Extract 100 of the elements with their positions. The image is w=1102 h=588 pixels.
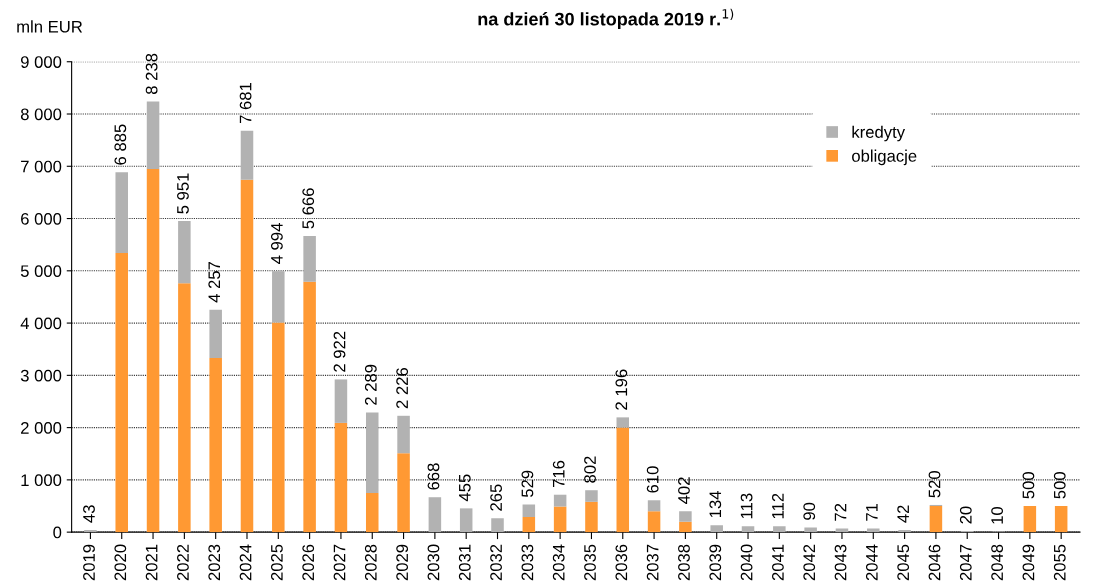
x-tick-label: 2031 [458, 544, 471, 581]
bar [616, 427, 630, 533]
bar [178, 221, 191, 284]
x-tick-label: 2036 [615, 544, 628, 581]
total-label: 716 [552, 460, 565, 488]
total-label: 43 [83, 505, 95, 523]
y-tick-label: 0 [53, 526, 62, 539]
total-label: 2 289 [364, 364, 377, 405]
y-tick-label: 1 000 [21, 474, 62, 487]
x-tick-label: 2024 [239, 544, 252, 581]
x-tick-label: 2047 [959, 544, 972, 581]
bar [867, 528, 880, 533]
x-tick-label: 2042 [803, 544, 816, 581]
x-tick-label: 2033 [521, 544, 534, 581]
x-tick-label: 2034 [552, 544, 565, 581]
y-tick-label: 7 000 [21, 160, 62, 173]
bar [585, 501, 598, 533]
bar [491, 518, 504, 533]
x-tick-label: 2039 [709, 544, 722, 581]
x-tick-label: 2043 [834, 544, 847, 581]
x-tick-label: 2045 [897, 544, 910, 581]
bar [84, 529, 97, 533]
x-tick-label: 2044 [865, 544, 878, 581]
y-tick-label: 4 000 [20, 317, 62, 330]
x-tick-label: 2021 [145, 544, 158, 581]
bar [898, 529, 911, 533]
x-tick-label: 2038 [678, 544, 690, 581]
bar [240, 130, 254, 180]
total-label: 668 [427, 463, 440, 490]
y-tick-label: 2 000 [21, 422, 62, 434]
bar [553, 506, 567, 533]
bar [303, 236, 316, 282]
bar [272, 322, 285, 533]
y-axis-title: mln EUR [17, 20, 83, 33]
x-tick-label: 2035 [584, 544, 596, 581]
bar [804, 527, 817, 533]
total-label: 500 [1053, 472, 1066, 499]
total-label: 402 [678, 477, 690, 504]
total-label: 72 [834, 503, 847, 521]
chart-title: na dzień 30 listopada 2019 r.$^{1)}$ [478, 8, 734, 30]
x-tick-label: 2028 [364, 544, 377, 581]
bar [710, 525, 723, 533]
x-tick-label: 2023 [208, 544, 221, 581]
total-label: 529 [521, 470, 534, 498]
bar [365, 492, 379, 533]
bar [773, 526, 786, 533]
bar [334, 379, 348, 423]
x-tick-label: 2055 [1053, 544, 1066, 581]
bar [522, 504, 536, 517]
bar [679, 521, 692, 533]
bar [428, 497, 442, 533]
bar [240, 179, 254, 533]
bar [115, 172, 128, 254]
bar [146, 168, 160, 533]
bar [1023, 506, 1037, 533]
total-label: 4 257 [208, 261, 221, 303]
y-tick-label: 3 000 [20, 369, 62, 382]
total-label: 2 922 [333, 331, 346, 372]
bar [553, 494, 567, 507]
total-label: 8 238 [145, 53, 158, 95]
total-label: 5 666 [302, 188, 315, 229]
total-label: 71 [866, 503, 878, 521]
x-tick-label: 2049 [1022, 544, 1035, 581]
x-tick-label: 2040 [740, 544, 753, 581]
bar [397, 415, 410, 454]
x-tick-label: 2026 [302, 544, 315, 581]
total-label: 5 951 [177, 173, 189, 214]
x-tick-label: 2032 [490, 544, 502, 581]
x-tick-label: 2027 [333, 544, 346, 581]
total-label: 7 681 [239, 82, 252, 124]
total-label: 455 [459, 474, 471, 502]
x-tick-label: 2041 [772, 544, 784, 581]
bar [522, 516, 536, 533]
bar [146, 101, 160, 169]
bar [929, 506, 943, 533]
x-tick-label: 2030 [427, 544, 440, 581]
x-tick-label: 2029 [396, 544, 409, 581]
bar [679, 511, 692, 522]
total-label: 112 [772, 493, 784, 519]
total-label: 802 [584, 456, 596, 483]
total-label: 500 [1022, 472, 1035, 499]
y-tick-label: 6 000 [21, 212, 62, 225]
x-tick-label: 2020 [114, 544, 127, 581]
total-label: 2 196 [615, 369, 628, 410]
bar [334, 422, 348, 533]
total-label: 2 226 [396, 368, 409, 409]
x-tick-label: 2046 [928, 544, 941, 581]
x-tick-label: 2025 [270, 544, 283, 581]
bar [209, 358, 222, 533]
bar [272, 271, 285, 323]
total-label: 42 [897, 505, 909, 523]
x-tick-label: 2019 [83, 544, 95, 581]
total-label: 134 [709, 491, 722, 518]
total-label: 520 [928, 471, 941, 498]
bar [647, 500, 661, 512]
bar [647, 511, 661, 533]
total-label: 265 [490, 484, 502, 511]
total-label: 113 [740, 493, 753, 519]
x-tick-label: 2037 [646, 544, 659, 581]
total-label: 20 [959, 506, 972, 524]
